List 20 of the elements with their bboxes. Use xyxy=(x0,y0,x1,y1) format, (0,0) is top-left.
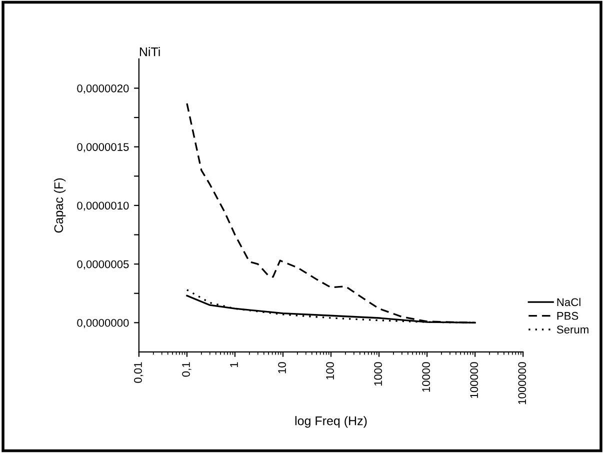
x-tick-label: 1 xyxy=(230,362,238,368)
x-tick-label: 1000000 xyxy=(518,362,526,404)
y-tick-label: 0,0000020 xyxy=(77,84,129,94)
legend-label: Serum xyxy=(556,326,588,334)
x-tick-label: 10 xyxy=(278,362,286,374)
y-tick-label: 0,0000010 xyxy=(77,202,129,211)
x-tick-label: 100000 xyxy=(470,362,478,398)
legend-label: PBS xyxy=(557,312,578,320)
x-tick-label: 0,1 xyxy=(182,362,192,377)
x-tick-label: 10000 xyxy=(422,362,430,392)
y-axis-title: Capac (F) xyxy=(54,178,66,233)
x-axis-title: log Freq (Hz) xyxy=(295,416,367,428)
x-tick-label: 0,01 xyxy=(134,362,144,383)
x-tick-label: 1000 xyxy=(374,362,382,386)
x-tick-label: 100 xyxy=(326,362,334,380)
y-tick-label: 0,0000015 xyxy=(77,143,129,152)
legend-label: NaCl xyxy=(557,298,580,306)
y-tick-label: 0,0000005 xyxy=(77,260,129,270)
chart-title: NiTi xyxy=(140,47,160,56)
y-tick-label: 0,0000000 xyxy=(77,318,129,328)
